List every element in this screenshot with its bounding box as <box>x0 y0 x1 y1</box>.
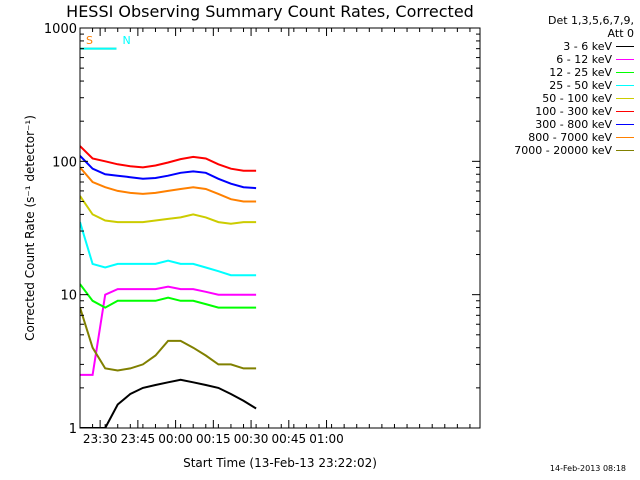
flag-label: N <box>122 34 130 47</box>
legend-entry: 6 - 12 keV <box>484 53 634 66</box>
legend-entry: 800 - 7000 keV <box>484 131 634 144</box>
x-tick-label: 23:30 <box>83 432 118 446</box>
legend-entry-label: 800 - 7000 keV <box>528 131 612 144</box>
legend-entry: 50 - 100 keV <box>484 92 634 105</box>
legend-entry-label: 7000 - 20000 keV <box>514 144 612 157</box>
series-line <box>80 155 257 190</box>
legend-entry: 12 - 25 keV <box>484 66 634 79</box>
legend-entry: 3 - 6 keV <box>484 40 634 53</box>
axes: 1 10 100 1000 23:30 23:45 00:00 00:15 00:30 00:45… <box>44 22 481 446</box>
plot-frame <box>79 27 481 429</box>
legend-swatch <box>616 72 634 73</box>
footer-timestamp: 14-Feb-2013 08:18 <box>549 464 626 473</box>
legend-swatch <box>616 111 634 112</box>
y-tick-label: 10 <box>60 289 77 304</box>
flag-label: S <box>86 34 93 47</box>
x-tick-label: 01:00 <box>309 432 344 446</box>
series-line <box>80 283 257 309</box>
legend-rows: 3 - 6 keV 6 - 12 keV 12 - 25 keV 25 - 50 ke… <box>484 40 634 157</box>
legend-entry-label: 300 - 800 keV <box>535 118 612 131</box>
legend-header-attenuator: Att 0 <box>607 27 634 40</box>
legend-swatch <box>616 98 634 99</box>
series-line <box>80 378 257 428</box>
series-line <box>80 307 257 372</box>
y-tick-label: 1000 <box>44 22 77 37</box>
legend-swatch <box>616 124 634 125</box>
legend-swatch <box>616 137 634 138</box>
legend: Det 1,3,5,6,7,9, Att 0 3 - 6 keV 6 - 12 k… <box>484 14 634 157</box>
legend-swatch <box>616 46 634 47</box>
legend-entry: 25 - 50 keV <box>484 79 634 92</box>
y-axis-label: Corrected Count Rate (s⁻¹ detector⁻¹) <box>23 115 37 341</box>
series-group <box>80 145 257 428</box>
series-line <box>80 145 257 172</box>
x-tick-label: 00:45 <box>272 432 307 446</box>
chart-title: HESSI Observing Summary Count Rates, Cor… <box>66 2 474 21</box>
x-tick-label: 00:30 <box>234 432 269 446</box>
x-tick-label: 23:45 <box>121 432 156 446</box>
legend-entry-label: 3 - 6 keV <box>563 40 612 53</box>
legend-header-detectors: Det 1,3,5,6,7,9, <box>547 14 634 27</box>
series-line <box>80 166 257 203</box>
legend-entry: 300 - 800 keV <box>484 118 634 131</box>
y-tick-label: 100 <box>52 155 77 170</box>
legend-swatch <box>616 85 634 86</box>
x-tick-label: 00:00 <box>158 432 193 446</box>
legend-entry-label: 25 - 50 keV <box>549 79 612 92</box>
legend-entry-label: 6 - 12 keV <box>556 53 612 66</box>
y-tick-label: 1 <box>69 422 77 437</box>
x-tick-label: 00:15 <box>196 432 231 446</box>
series-line <box>80 221 257 277</box>
legend-swatch <box>616 150 634 151</box>
legend-swatch <box>616 59 634 60</box>
x-axis-label: Start Time (13-Feb-13 23:22:02) <box>183 456 377 470</box>
series-line <box>80 285 257 376</box>
legend-entry-label: 12 - 25 keV <box>549 66 612 79</box>
legend-entry: 7000 - 20000 keV <box>484 144 634 157</box>
legend-entry-label: 100 - 300 keV <box>535 105 612 118</box>
legend-entry: 100 - 300 keV <box>484 105 634 118</box>
legend-entry-label: 50 - 100 keV <box>542 92 612 105</box>
series-line <box>80 195 257 225</box>
